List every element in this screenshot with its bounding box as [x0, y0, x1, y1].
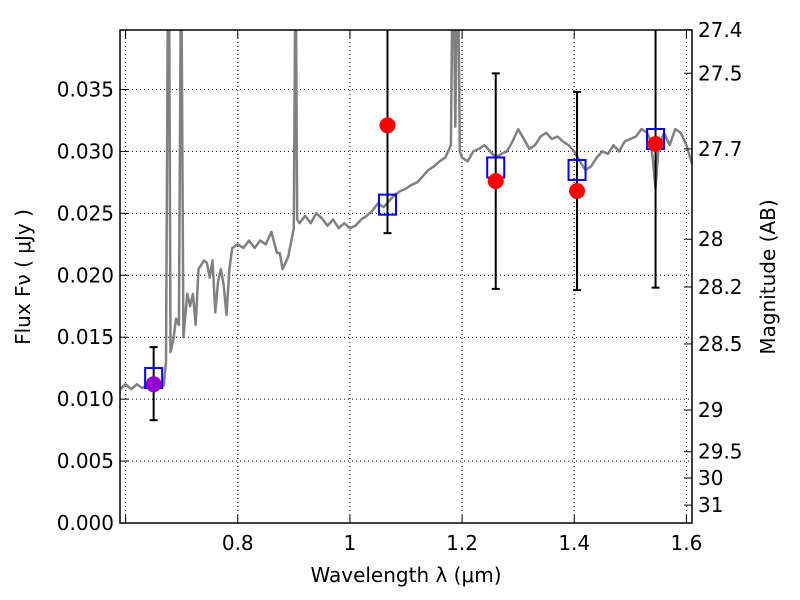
y-tick-label: 0.005: [57, 449, 114, 473]
y-axis-title-right: Magnitude (AB): [756, 199, 780, 354]
right-tick-label: 29.5: [698, 440, 743, 464]
right-tick-label: 27.5: [698, 61, 743, 85]
y-tick-label: 0.030: [57, 139, 114, 163]
x-tick-label: 0.8: [222, 531, 254, 555]
observed-point: [145, 376, 162, 393]
model-photometry-square: [377, 193, 397, 216]
x-tick-label: 1.4: [558, 531, 590, 555]
x-tick-label: 1.2: [446, 531, 478, 555]
model-spectrum-line: [120, 30, 692, 391]
axes-frame: [119, 29, 693, 524]
right-tick-label: 28: [698, 227, 723, 251]
observed-point: [379, 117, 396, 134]
right-tick-label: 29: [698, 398, 723, 422]
right-tick-label: 30: [698, 466, 723, 490]
y-axis-title-left: Flux Fν ( μJy ): [11, 209, 35, 345]
x-tick-label: 1.6: [670, 531, 702, 555]
x-tick-label: 1: [344, 531, 357, 555]
observed-point: [569, 183, 586, 200]
y-tick-label: 0.000: [57, 511, 114, 535]
model-photometry-square: [567, 158, 587, 181]
y-tick-label: 0.025: [57, 201, 114, 225]
y-tick-label: 0.015: [57, 325, 114, 349]
observed-point: [647, 135, 664, 152]
right-tick-label: 28.2: [698, 275, 743, 299]
y-tick-label: 0.035: [57, 77, 114, 101]
axis-ticks: 0.8 1 1.2 1.4 1.6 0.000 0.005 0.010 0.015 0.020 0.…: [57, 18, 743, 555]
y-tick-label: 0.010: [57, 387, 114, 411]
x-axis-title: Wavelength λ (μm): [310, 563, 501, 587]
right-tick-label: 27.4: [698, 18, 743, 42]
grid-lines: [120, 30, 692, 524]
right-tick-label: 31: [698, 493, 723, 517]
y-tick-label: 0.020: [57, 263, 114, 287]
observed-point: [487, 173, 504, 190]
right-tick-label: 28.5: [698, 332, 743, 356]
right-tick-label: 27.7: [698, 137, 743, 161]
